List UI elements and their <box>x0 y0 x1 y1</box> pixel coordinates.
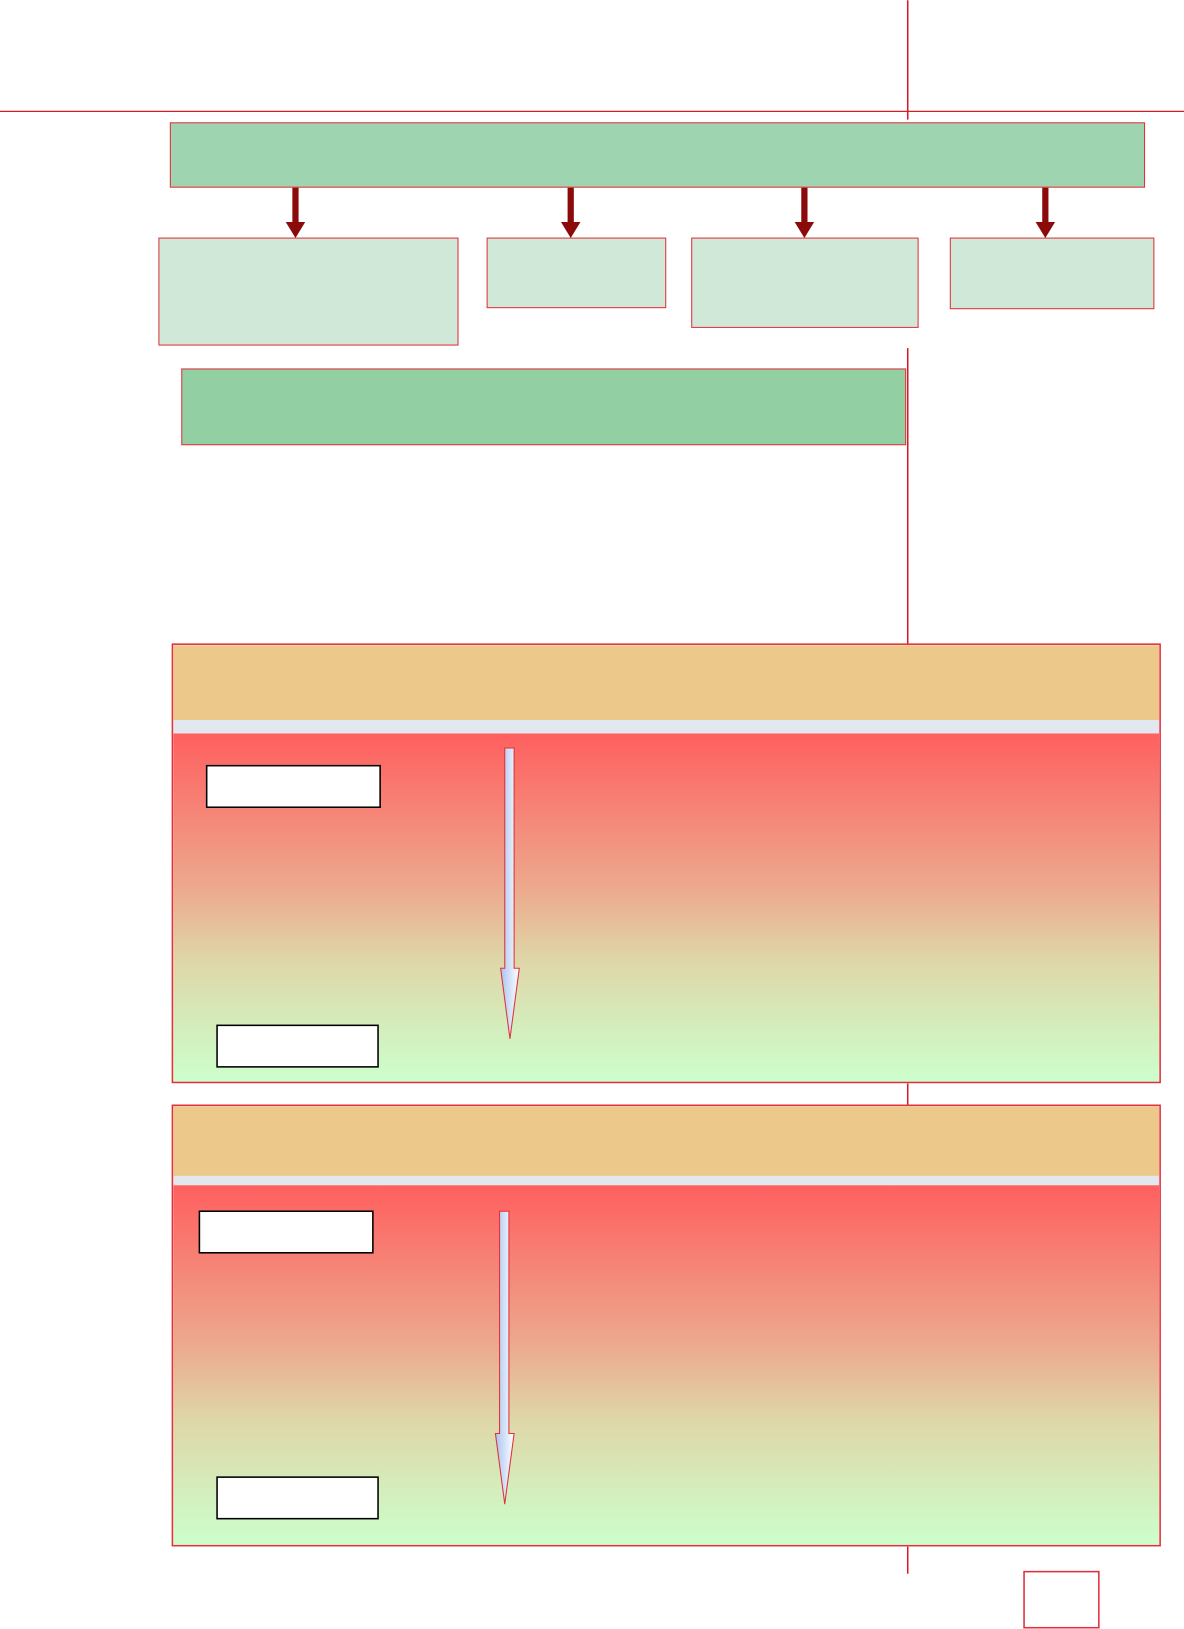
arrow-head <box>1035 221 1056 239</box>
flow-arrow <box>500 747 520 1039</box>
arrow-head <box>794 221 815 239</box>
child-box <box>691 237 919 328</box>
panel-strip <box>173 719 1160 734</box>
page-number-box <box>1023 1570 1100 1629</box>
arrows <box>285 187 1056 239</box>
child-box <box>486 237 667 309</box>
arrow-shaft <box>1042 187 1049 226</box>
panel-header <box>173 1106 1160 1176</box>
flow-arrow <box>494 1210 515 1505</box>
arrow-head <box>560 221 581 239</box>
panel-header <box>173 645 1160 720</box>
label-box <box>216 1476 379 1520</box>
panel-border <box>171 643 1161 1084</box>
label-box <box>198 1210 374 1254</box>
child-box <box>949 237 1155 310</box>
child-box <box>158 237 459 346</box>
panel <box>171 643 1161 1084</box>
header-box <box>169 122 1146 188</box>
arrow-shaft <box>801 187 808 226</box>
arrow-shaft <box>292 187 299 226</box>
arrow-shaft <box>567 187 574 226</box>
label-box <box>205 764 381 809</box>
panel-strip <box>173 1175 1160 1186</box>
panel <box>171 1104 1161 1547</box>
label-box <box>216 1024 379 1068</box>
summary-box <box>181 368 907 446</box>
panel-border <box>171 1104 1161 1547</box>
arrow-head <box>285 221 306 239</box>
